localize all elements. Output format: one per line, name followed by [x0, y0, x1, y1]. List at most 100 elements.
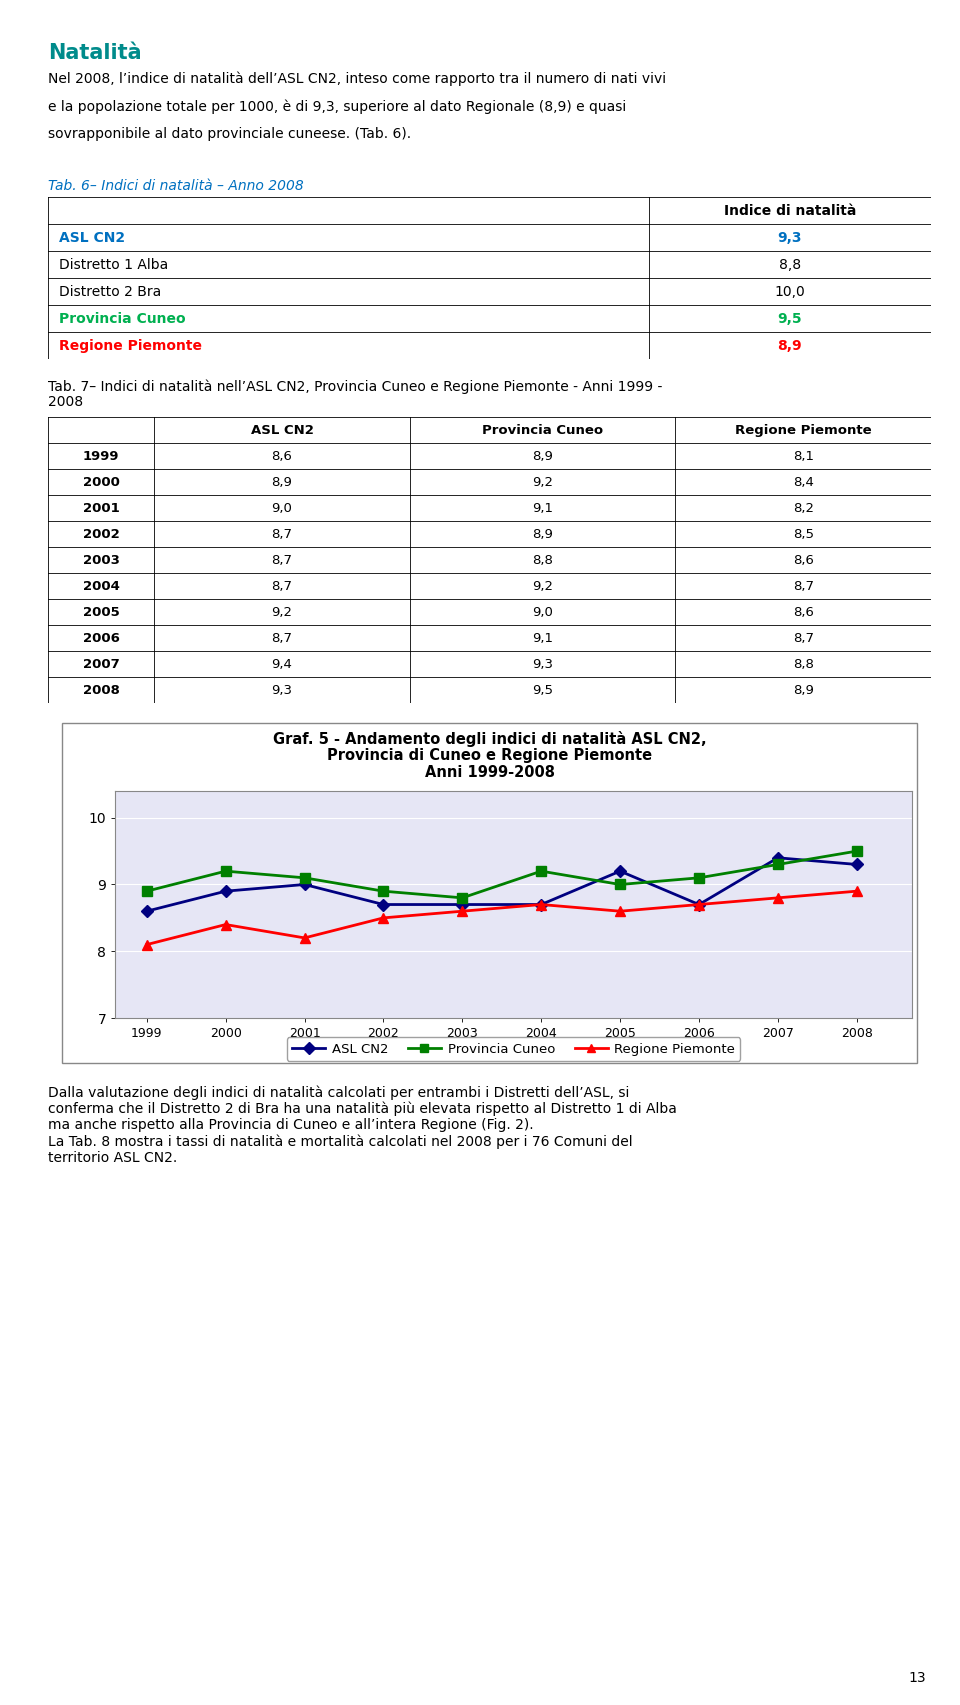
Regione Piemonte	[457, 900, 468, 921]
Text: 8,6: 8,6	[793, 605, 813, 619]
Text: territorio ASL CN2.: territorio ASL CN2.	[48, 1151, 178, 1165]
Text: 8,7: 8,7	[272, 527, 293, 540]
Text: 9,4: 9,4	[272, 658, 293, 670]
Provincia Cuneo	[772, 854, 783, 875]
Regione Piemonte	[851, 881, 862, 902]
ASL CN2	[457, 895, 468, 916]
ASL CN2	[377, 895, 389, 916]
ASL CN2	[693, 895, 705, 916]
Provincia Cuneo	[457, 888, 468, 909]
Text: Regione Piemonte: Regione Piemonte	[59, 339, 202, 353]
Text: Distretto 1 Alba: Distretto 1 Alba	[59, 257, 168, 271]
Text: Indice di natalità: Indice di natalità	[724, 203, 856, 218]
Provincia Cuneo	[141, 881, 153, 902]
Text: Regione Piemonte: Regione Piemonte	[734, 423, 872, 436]
Text: 8,6: 8,6	[793, 554, 813, 566]
Text: 8,8: 8,8	[793, 658, 813, 670]
Provincia Cuneo	[299, 868, 310, 888]
Regione Piemonte	[693, 895, 705, 916]
ASL CN2	[851, 854, 862, 875]
Line: ASL CN2: ASL CN2	[142, 852, 861, 916]
Text: 9,2: 9,2	[272, 605, 293, 619]
Text: 8,2: 8,2	[793, 501, 814, 515]
Text: 8,6: 8,6	[272, 450, 293, 462]
Text: 8,4: 8,4	[793, 476, 813, 489]
Text: 2002: 2002	[83, 527, 119, 540]
Text: Graf. 5 - Andamento degli indici di natalità ASL CN2,: Graf. 5 - Andamento degli indici di nata…	[273, 731, 707, 747]
Text: 2006: 2006	[83, 631, 119, 644]
Text: Tab. 7– Indici di natalità nell’ASL CN2, Provincia Cuneo e Regione Piemonte - An: Tab. 7– Indici di natalità nell’ASL CN2,…	[48, 379, 662, 394]
Text: ASL CN2: ASL CN2	[59, 230, 125, 244]
Text: 8,9: 8,9	[532, 527, 553, 540]
Text: 2007: 2007	[83, 658, 119, 670]
Text: 8,9: 8,9	[532, 450, 553, 462]
Text: Tab. 6– Indici di natalità – Anno 2008: Tab. 6– Indici di natalità – Anno 2008	[48, 179, 303, 193]
Text: ma anche rispetto alla Provincia di Cuneo e all’intera Regione (Fig. 2).: ma anche rispetto alla Provincia di Cune…	[48, 1118, 534, 1132]
Text: sovrapponibile al dato provinciale cuneese. (Tab. 6).: sovrapponibile al dato provinciale cunee…	[48, 128, 411, 142]
Text: 13: 13	[909, 1671, 926, 1685]
Text: e la popolazione totale per 1000, è di 9,3, superiore al dato Regionale (8,9) e : e la popolazione totale per 1000, è di 9…	[48, 99, 626, 114]
Text: 8,9: 8,9	[272, 476, 293, 489]
Text: Provincia di Cuneo e Regione Piemonte: Provincia di Cuneo e Regione Piemonte	[327, 748, 652, 764]
Text: 9,0: 9,0	[532, 605, 553, 619]
Regione Piemonte	[536, 895, 547, 916]
Text: 1999: 1999	[83, 450, 119, 462]
Text: Provincia Cuneo: Provincia Cuneo	[59, 312, 185, 326]
Text: 8,9: 8,9	[793, 684, 813, 697]
Text: 9,3: 9,3	[272, 684, 293, 697]
Text: La Tab. 8 mostra i tassi di natalità e mortalità calcolati nel 2008 per i 76 Com: La Tab. 8 mostra i tassi di natalità e m…	[48, 1134, 633, 1149]
Text: 9,2: 9,2	[532, 580, 553, 593]
ASL CN2	[536, 895, 547, 916]
Text: 8,7: 8,7	[793, 631, 814, 644]
ASL CN2	[772, 847, 783, 868]
Text: 8,5: 8,5	[793, 527, 814, 540]
Text: 2004: 2004	[83, 580, 119, 593]
Text: 2001: 2001	[83, 501, 119, 515]
Text: 9,5: 9,5	[778, 312, 803, 326]
ASL CN2	[141, 900, 153, 921]
Text: 9,5: 9,5	[532, 684, 553, 697]
Text: 9,1: 9,1	[532, 631, 553, 644]
Text: Natalità: Natalità	[48, 43, 142, 63]
Provincia Cuneo	[377, 881, 389, 902]
Regione Piemonte	[299, 928, 310, 948]
Regione Piemonte	[220, 914, 231, 934]
ASL CN2	[220, 881, 231, 902]
Text: 2005: 2005	[83, 605, 119, 619]
Text: Dalla valutazione degli indici di natalità calcolati per entrambi i Distretti de: Dalla valutazione degli indici di natali…	[48, 1084, 630, 1100]
Text: 8,7: 8,7	[272, 631, 293, 644]
Text: 9,3: 9,3	[778, 230, 803, 244]
Regione Piemonte	[141, 934, 153, 955]
Text: 8,7: 8,7	[793, 580, 814, 593]
Regione Piemonte	[614, 900, 626, 921]
Text: 10,0: 10,0	[775, 285, 805, 298]
Text: 2008: 2008	[83, 684, 119, 697]
Text: conferma che il Distretto 2 di Bra ha una natalità più elevata rispetto al Distr: conferma che il Distretto 2 di Bra ha un…	[48, 1101, 677, 1117]
Text: 8,9: 8,9	[778, 339, 803, 353]
Text: Anni 1999-2008: Anni 1999-2008	[424, 766, 555, 779]
Legend: ASL CN2, Provincia Cuneo, Regione Piemonte: ASL CN2, Provincia Cuneo, Regione Piemon…	[287, 1037, 740, 1061]
Line: Provincia Cuneo: Provincia Cuneo	[142, 846, 862, 902]
Provincia Cuneo	[693, 868, 705, 888]
Text: Distretto 2 Bra: Distretto 2 Bra	[59, 285, 161, 298]
Text: 2003: 2003	[83, 554, 119, 566]
Regione Piemonte	[377, 907, 389, 928]
Text: 2008: 2008	[48, 396, 84, 409]
Provincia Cuneo	[536, 861, 547, 881]
Text: 8,8: 8,8	[532, 554, 553, 566]
Regione Piemonte	[772, 888, 783, 909]
ASL CN2	[299, 875, 310, 895]
Text: 9,1: 9,1	[532, 501, 553, 515]
Text: 9,3: 9,3	[532, 658, 553, 670]
Text: 2000: 2000	[83, 476, 119, 489]
Provincia Cuneo	[220, 861, 231, 881]
ASL CN2	[614, 861, 626, 881]
Text: 8,1: 8,1	[793, 450, 814, 462]
Text: 9,0: 9,0	[272, 501, 293, 515]
Text: ASL CN2: ASL CN2	[251, 423, 314, 436]
Text: 8,8: 8,8	[779, 257, 801, 271]
Line: Regione Piemonte: Regione Piemonte	[142, 887, 862, 950]
Text: 8,7: 8,7	[272, 580, 293, 593]
Text: 8,7: 8,7	[272, 554, 293, 566]
Text: Provincia Cuneo: Provincia Cuneo	[482, 423, 603, 436]
